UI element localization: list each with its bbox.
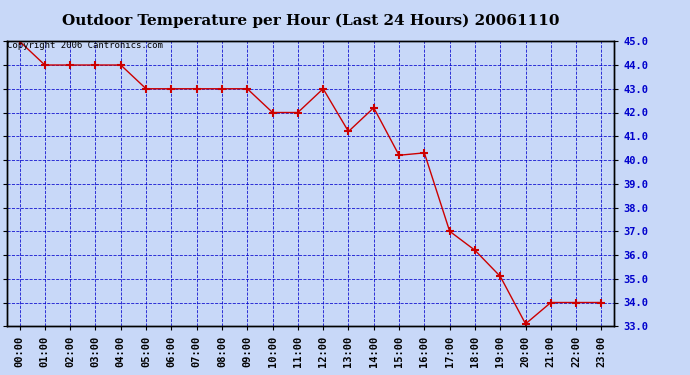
Text: Outdoor Temperature per Hour (Last 24 Hours) 20061110: Outdoor Temperature per Hour (Last 24 Ho…: [61, 13, 560, 27]
Text: Copyright 2006 Cantronics.com: Copyright 2006 Cantronics.com: [7, 41, 163, 50]
